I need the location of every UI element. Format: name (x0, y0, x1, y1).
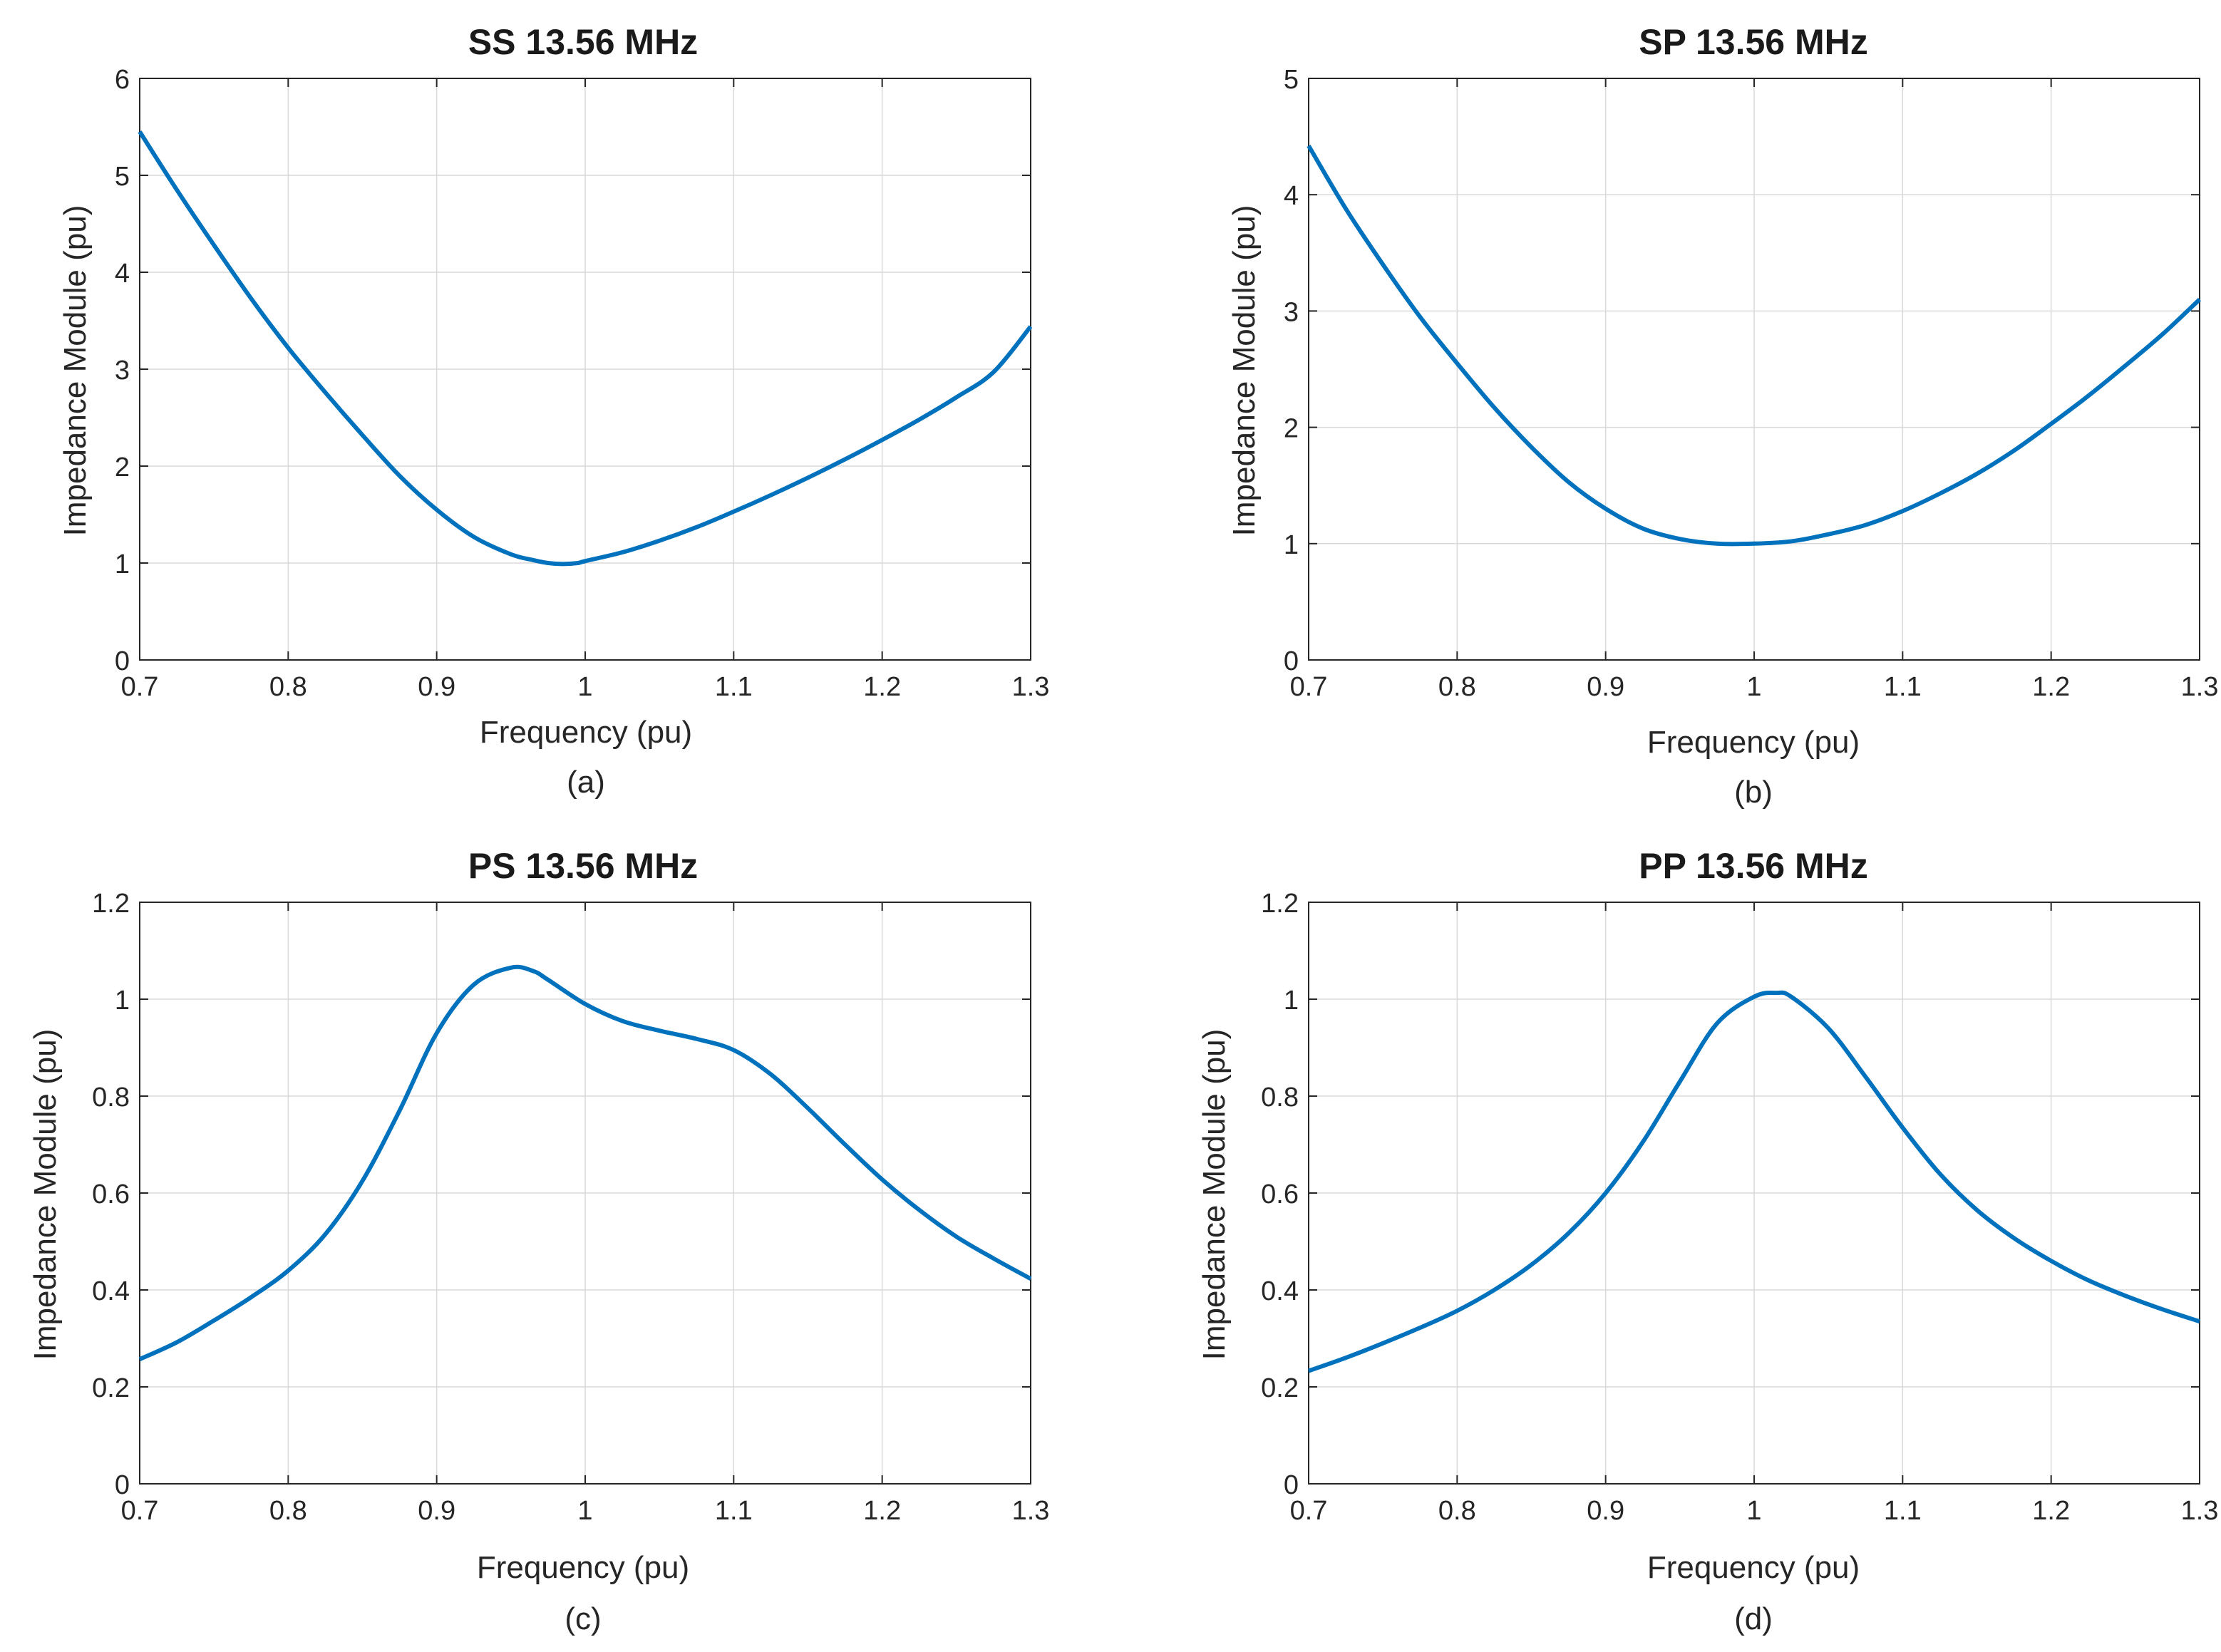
chart-panel-c: PS 13.56 MHz Impedance Module (pu) Frequ… (28, 846, 1049, 1636)
y-tick-label: 0 (115, 646, 130, 676)
chart-title: SP 13.56 MHz (1639, 22, 1867, 62)
x-tick-label: 0.9 (1587, 1496, 1624, 1526)
y-tick-label: 2 (1284, 414, 1299, 444)
x-tick-label: 1.2 (863, 672, 901, 702)
y-tick-label: 1 (115, 986, 130, 1016)
y-tick-label: 2 (115, 453, 130, 482)
plot-area: 0.7 0.8 0.9 1 1.1 1.2 1.3 0 1 2 3 4 5 6 (115, 65, 1050, 702)
x-tick-label: 1.3 (2181, 672, 2219, 702)
x-tick-label: 0.8 (269, 1496, 307, 1526)
x-tick-label: 1 (1746, 1496, 1761, 1526)
x-axis-label: Frequency (pu) (477, 1550, 689, 1585)
y-tick-label: 1 (1284, 530, 1299, 560)
y-tick-label: 0.8 (1261, 1083, 1299, 1112)
y-tick-label: 0.6 (92, 1179, 130, 1209)
x-tick-label: 1.1 (715, 1496, 753, 1526)
series-line-pp (1308, 990, 2200, 1373)
y-tick-label: 0.4 (92, 1276, 130, 1306)
y-tick-label: 0.6 (1261, 1179, 1299, 1209)
chart-panel-a: SS 13.56 MHz Impedance Module (pu) Frequ… (58, 22, 1049, 800)
plot-area: 0.7 0.8 0.9 1 1.1 1.2 1.3 0 1 2 3 4 5 (1284, 65, 2219, 702)
x-tick-label: 1 (577, 672, 592, 702)
y-axis-label: Impedance Module (pu) (58, 205, 93, 537)
panel-caption: (d) (1734, 1601, 1773, 1636)
x-tick-label: 0.7 (121, 672, 159, 702)
x-tick-label: 1.3 (2181, 1496, 2219, 1526)
y-tick-label: 5 (115, 162, 130, 192)
panel-caption: (a) (567, 765, 605, 800)
y-tick-label: 4 (115, 259, 130, 289)
x-tick-label: 1.1 (1884, 672, 1922, 702)
y-tick-label: 0.8 (92, 1083, 130, 1112)
plot-area: 0.7 0.8 0.9 1 1.1 1.2 1.3 0 0.2 0.4 0.6 0.8 1 1.2 (1261, 889, 2218, 1526)
chart-title: SS 13.56 MHz (468, 22, 698, 62)
x-axis-label: Frequency (pu) (1647, 1550, 1860, 1585)
y-tick-label: 1 (1284, 986, 1299, 1016)
y-tick-label: 1.2 (1261, 889, 1299, 919)
plot-area: 0.7 0.8 0.9 1 1.1 1.2 1.3 0 0.2 0.4 0.6 0.8 1 1.2 (92, 889, 1049, 1526)
y-tick-label: 5 (1284, 65, 1299, 95)
x-tick-label: 1 (1746, 672, 1761, 702)
x-axis-label: Frequency (pu) (480, 715, 692, 750)
y-tick-label: 0.2 (1261, 1373, 1299, 1403)
x-tick-label: 1.1 (1884, 1496, 1922, 1526)
y-axis-label: Impedance Module (pu) (28, 1029, 63, 1361)
x-tick-label: 0.9 (418, 1496, 455, 1526)
y-tick-label: 0 (1284, 1470, 1299, 1500)
y-tick-label: 0.2 (92, 1373, 130, 1403)
y-axis-label: Impedance Module (pu) (1197, 1029, 1232, 1361)
x-tick-label: 1.2 (2032, 1496, 2070, 1526)
x-tick-label: 1.3 (1012, 1496, 1050, 1526)
x-tick-label: 0.9 (1587, 672, 1624, 702)
y-tick-label: 0.4 (1261, 1276, 1299, 1306)
y-tick-label: 3 (115, 356, 130, 386)
y-tick-label: 1 (115, 549, 130, 579)
x-tick-label: 0.8 (1438, 672, 1476, 702)
y-tick-label: 6 (115, 65, 130, 95)
y-axis-label: Impedance Module (pu) (1227, 205, 1262, 537)
x-tick-label: 0.7 (1290, 672, 1328, 702)
y-tick-label: 0 (115, 1470, 130, 1500)
x-tick-label: 1.3 (1012, 672, 1050, 702)
series-line-sp (1307, 145, 2202, 547)
x-tick-label: 0.9 (418, 672, 455, 702)
y-tick-label: 1.2 (92, 889, 130, 919)
y-tick-label: 0 (1284, 646, 1299, 676)
chart-title: PS 13.56 MHz (468, 846, 698, 886)
chart-panel-b: SP 13.56 MHz Impedance Module (pu) Frequ… (1227, 22, 2218, 810)
x-tick-label: 0.8 (269, 672, 307, 702)
series-line-ss (138, 130, 1033, 567)
chart-title: PP 13.56 MHz (1639, 846, 1867, 886)
y-tick-label: 4 (1284, 181, 1299, 211)
x-tick-label: 1.2 (863, 1496, 901, 1526)
x-tick-label: 0.7 (1290, 1496, 1328, 1526)
x-tick-label: 1.2 (2032, 672, 2070, 702)
x-tick-label: 0.7 (121, 1496, 159, 1526)
x-axis-label: Frequency (pu) (1647, 725, 1860, 760)
chart-panel-d: PP 13.56 MHz Impedance Module (pu) Frequ… (1197, 846, 2218, 1636)
y-tick-label: 3 (1284, 297, 1299, 327)
x-tick-label: 0.8 (1438, 1496, 1476, 1526)
series-line-ps (138, 964, 1032, 1361)
panel-caption: (b) (1734, 775, 1773, 810)
x-tick-label: 1 (577, 1496, 592, 1526)
x-tick-label: 1.1 (715, 672, 753, 702)
panel-caption: (c) (565, 1601, 601, 1636)
